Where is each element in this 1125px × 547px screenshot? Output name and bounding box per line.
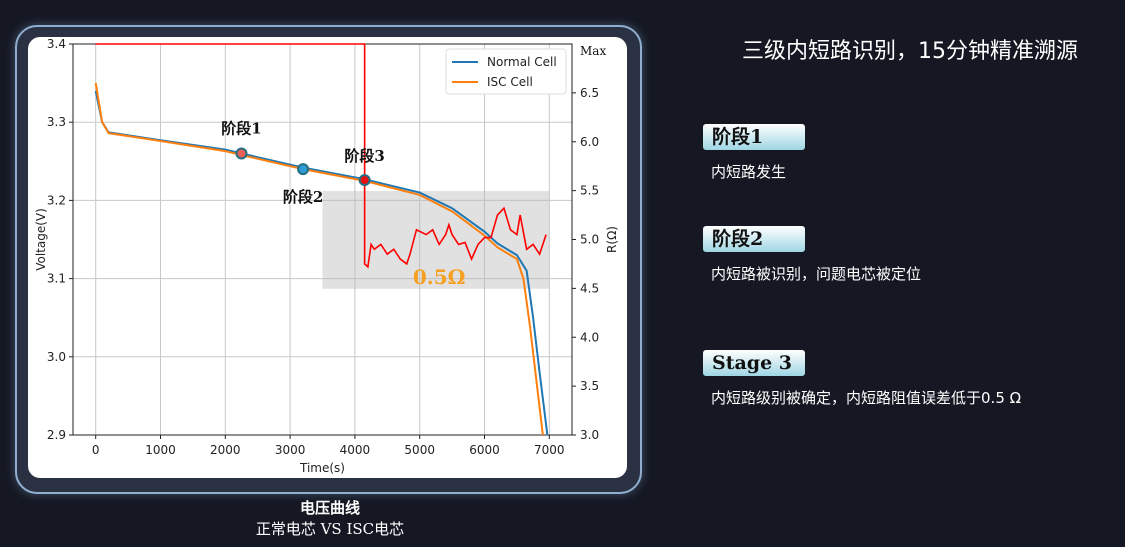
highlight-label: 0.5Ω [413,265,466,289]
y2-tick-label: 4.5 [580,281,599,295]
slide-title: 三级内短路识别，15分钟精准溯源 [742,39,1078,64]
stage-marker-label: 阶段2 [283,188,323,206]
legend-label: Normal Cell [487,55,557,69]
x-tick-label: 7000 [534,443,565,457]
stage-2-badge: 阶段2 [703,226,805,252]
x-tick-label: 6000 [469,443,500,457]
stage-marker-label: 阶段1 [221,119,261,137]
stage-marker [235,147,248,160]
y2-tick-label: 5.5 [580,184,599,198]
y-tick-label: 3.4 [47,37,66,51]
series-line-isc-cell [94,82,544,436]
y2-tick-label: 6.0 [580,135,599,149]
series-line-resistance [95,43,547,269]
highlight-region [322,191,550,289]
y2-tick-label: 4.0 [580,330,599,344]
x-axis-label: Time(s) [299,461,345,475]
y2-tick-label: 3.5 [580,379,599,393]
x-tick-label: 2000 [210,443,241,457]
y-tick-label: 3.0 [47,350,66,364]
chart-panel [28,37,627,478]
x-tick-label: 3000 [275,443,306,457]
legend-label: ISC Cell [487,75,533,89]
stage-marker-label: 阶段3 [344,147,384,165]
y2-tick-label: 3.0 [580,428,599,442]
chart-caption-subtitle: 正常电芯 VS ISC电芯 [255,520,405,538]
stage-marker [358,174,371,187]
y-tick-label: 2.9 [47,428,66,442]
stage-marker [297,163,310,176]
x-tick-label: 0 [92,443,100,457]
x-tick-label: 4000 [340,443,371,457]
x-tick-label: 5000 [404,443,435,457]
y2-tick-label: 5.0 [580,233,599,247]
y2-tick-label: 6.5 [580,86,599,100]
stage-3-description: 内短路级别被确定，内短路阻值误差低于0.5 Ω [711,389,1022,407]
stage-3-badge: Stage 3 [703,350,805,376]
stage-1-badge: 阶段1 [703,124,805,150]
stage-1-description: 内短路发生 [711,163,787,181]
y-tick-label: 3.3 [47,115,66,129]
x-tick-label: 1000 [145,443,176,457]
y2-max-label: Max [580,44,606,58]
y2-axis-label: R(Ω) [605,226,619,253]
y-axis-label: Voltage(V) [34,208,48,271]
chart-caption-title: 电压曲线 [299,499,360,517]
y-tick-label: 3.1 [47,272,66,286]
stage-2-description: 内短路被识别，问题电芯被定位 [711,265,922,283]
y-tick-label: 3.2 [47,193,66,207]
